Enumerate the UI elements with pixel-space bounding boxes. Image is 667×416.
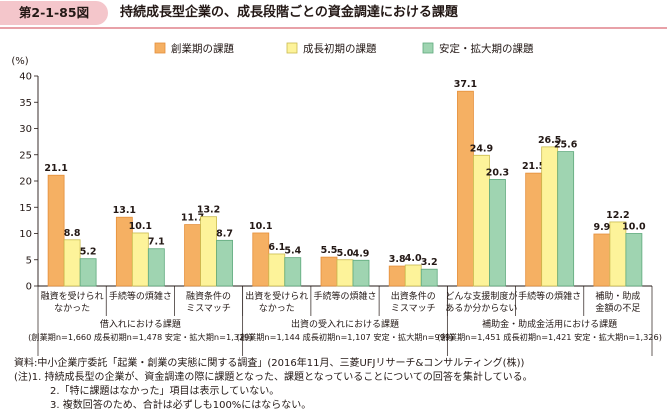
legend-swatch [154, 42, 166, 54]
category-label: 融資条件の [186, 290, 231, 302]
y-axis-unit: (%) [11, 56, 28, 67]
bar [625, 233, 643, 287]
group-sample-size: (創業期n=1,451 成長初期n=1,421 安定・拡大期n=1,326) [437, 332, 662, 342]
category-label: 出資条件の [391, 290, 436, 302]
category-label: 融資を受けられ [41, 290, 104, 302]
y-tick-label: 35 [19, 98, 32, 109]
data-label: 5.5 [321, 245, 338, 256]
category-label: 手続等の煩雑さ [518, 290, 581, 302]
group-sample-size: (創業期n=1,660 成長初期n=1,478 安定・拡大期n=1,329) [28, 332, 253, 342]
note-3: 3. 複数回答のため、合計は必ずしも100%にはならない。 [50, 400, 312, 411]
data-label: 12.2 [606, 210, 629, 221]
bar [320, 256, 338, 287]
category-label: どんな支援制度が [445, 290, 517, 302]
bar [352, 259, 370, 287]
group-label: 借入れにおける課題 [100, 318, 181, 330]
category-label: ミスマッチ [186, 303, 231, 314]
data-label: 7.1 [148, 237, 165, 248]
group-label: 出資の受入れにおける課題 [291, 318, 399, 330]
legend-swatch [422, 42, 434, 54]
data-label: 13.2 [197, 205, 220, 216]
y-tick-label: 40 [19, 72, 32, 83]
category-label: ミスマッチ [391, 303, 436, 314]
bar [457, 90, 474, 287]
data-label: 6.1 [268, 242, 285, 253]
bar [63, 239, 81, 287]
bar [252, 232, 270, 287]
legend-label: 創業期の課題 [171, 42, 234, 55]
data-label: 8.8 [64, 228, 81, 239]
data-label: 13.1 [113, 205, 136, 216]
data-label: 24.9 [470, 143, 493, 154]
bar-chart: 創業期の課題 成長初期の課題 安定・拡大期の課題 (%) 0 5 10 15 20 25 30 35 4… [11, 42, 662, 356]
legend-label: 安定・拡大期の課題 [439, 42, 534, 55]
bar [336, 259, 354, 287]
bar [525, 172, 543, 287]
group-sample-size: (創業期n=1,144 成長初期n=1,107 安定・拡大期n=999) [237, 332, 454, 342]
data-label: 3.8 [389, 254, 406, 265]
source-note: 資料:中小企業庁委託「起業・創業の実態に関する調査」(2016年11月、三菱UF… [14, 358, 525, 369]
y-tick-label: 20 [19, 177, 32, 188]
category-label: なかった [259, 303, 295, 314]
bar [47, 174, 65, 287]
data-label: 5.0 [337, 248, 354, 259]
category-label: 金額の不足 [595, 302, 640, 314]
footnotes: 資料:中小企業庁委託「起業・創業の実態に関する調査」(2016年11月、三菱UF… [14, 357, 664, 413]
bar [147, 248, 165, 287]
data-label: 5.2 [80, 247, 97, 258]
y-tick-label: 0 [26, 282, 32, 293]
category-label: 手続等の煩雑さ [109, 290, 172, 302]
bar [79, 258, 97, 287]
y-tick-label: 25 [19, 150, 32, 161]
legend-label: 成長初期の課題 [303, 42, 377, 55]
y-tick-label: 15 [19, 203, 32, 214]
bar [489, 179, 506, 287]
data-label: 37.1 [454, 79, 477, 90]
bar [404, 264, 422, 287]
data-label: 9.9 [593, 222, 610, 233]
bar [268, 253, 286, 287]
bar [420, 268, 438, 287]
bar [557, 151, 575, 287]
data-label: 21.5 [522, 161, 545, 172]
category-label: 補助・助成 [595, 290, 640, 302]
data-label: 21.1 [44, 163, 67, 174]
data-label: 11.7 [181, 213, 204, 224]
category-label: 出資を受けられ [245, 290, 308, 302]
group-label: 補助金・助成金活用における課題 [482, 318, 617, 330]
data-label: 10.1 [129, 221, 152, 232]
data-label: 26.5 [538, 135, 561, 146]
data-label: 10.1 [249, 221, 272, 232]
bar [184, 224, 201, 287]
chart-title: 持続成長型企業の、成長段階ごとの資金調達における課題 [120, 5, 458, 20]
category-label: あるか分からない [445, 303, 517, 314]
title-bar: 第2-1-85図 持続成長型企業の、成長段階ごとの資金調達における課題 [0, 0, 667, 29]
legend-swatch [286, 42, 298, 54]
data-label: 20.3 [486, 167, 509, 178]
data-label: 4.0 [405, 253, 422, 264]
category-label: なかった [54, 303, 90, 314]
bar [541, 146, 559, 287]
bar [388, 265, 406, 287]
data-label: 8.7 [216, 228, 233, 239]
y-tick-label: 5 [26, 255, 32, 266]
category-label: 手続等の煩雑さ [313, 290, 376, 302]
note-1: (注)1. 持続成長型の企業が、資金調達の際に課題となった、課題となっていること… [14, 372, 533, 383]
bar [200, 216, 217, 287]
bar [593, 233, 611, 287]
bar [131, 232, 149, 287]
y-tick-label: 10 [19, 229, 32, 240]
bar [284, 257, 302, 287]
y-tick-label: 30 [19, 124, 32, 135]
data-label: 5.4 [284, 246, 301, 257]
bar [216, 239, 233, 287]
data-label: 10.0 [622, 222, 646, 233]
data-label: 4.9 [353, 248, 370, 259]
figure-label: 第2-1-85図 [0, 1, 108, 25]
note-2: 2.「特に課題はなかった」項目は表示していない。 [50, 386, 280, 397]
data-label: 25.6 [554, 140, 578, 151]
data-label: 3.2 [421, 257, 438, 268]
